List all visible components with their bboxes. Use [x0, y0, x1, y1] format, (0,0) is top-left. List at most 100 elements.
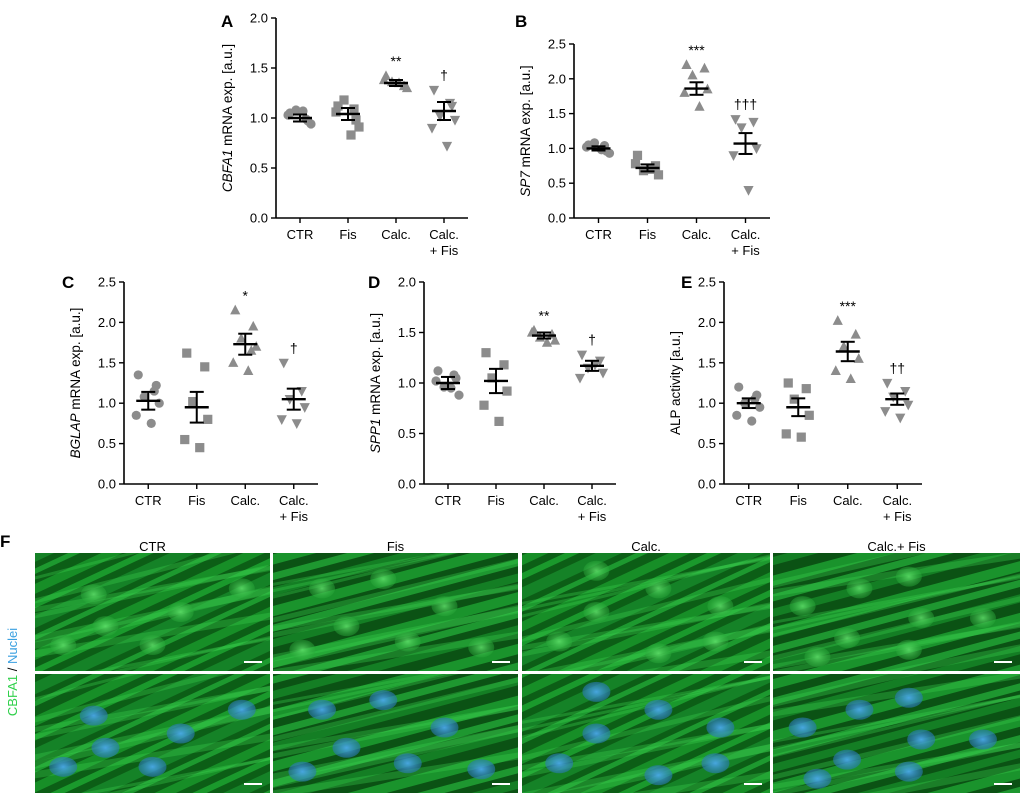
data-point	[734, 382, 744, 392]
data-point	[251, 341, 262, 351]
data-point	[549, 334, 561, 345]
y-tick-label: 0.5	[98, 436, 116, 451]
y-axis-label: SP7 mRNA exp. [a.u.]	[518, 65, 533, 196]
y-axis-label: CBFA1 mRNA exp. [a.u.]	[220, 44, 235, 192]
y-tick-label: 0.0	[98, 477, 116, 492]
data-point	[346, 130, 356, 140]
y-tick-label: 2.0	[548, 71, 566, 86]
data-point	[679, 87, 690, 97]
data-point	[650, 161, 661, 171]
x-tick-label: CTR	[287, 227, 314, 242]
x-tick-label: Calc.	[882, 493, 912, 508]
data-point	[433, 366, 443, 376]
data-point	[796, 432, 806, 442]
x-tick-label: + Fis	[883, 509, 912, 524]
y-tick-label: 2.5	[98, 275, 116, 290]
data-point	[230, 304, 241, 315]
data-point	[594, 356, 606, 367]
data-point	[681, 59, 692, 69]
data-point	[494, 416, 504, 426]
data-point	[743, 186, 754, 196]
data-point	[604, 148, 615, 158]
chart-A: A 0.0 0.5 1.0 1.5 2.0 CBFA1 mRNA exp. [a.u.] CT…	[220, 11, 468, 258]
data-point	[479, 400, 489, 410]
data-point	[487, 373, 497, 383]
significance-marker: †	[290, 340, 298, 356]
y-tick-label: 1.5	[98, 355, 116, 370]
data-point	[228, 357, 239, 367]
data-point	[888, 392, 899, 403]
y-tick-label: 2.0	[398, 275, 416, 290]
y-tick-label: 0.5	[398, 426, 416, 441]
data-point	[728, 151, 739, 161]
data-point	[541, 337, 553, 347]
x-tick-label: Calc.	[577, 493, 607, 508]
data-point	[401, 82, 413, 93]
data-point	[736, 123, 747, 134]
data-point	[236, 332, 247, 343]
y-tick-label: 0.0	[398, 477, 416, 492]
x-tick-label: CTR	[435, 493, 462, 508]
y-axis-label: BGLAP mRNA exp. [a.u.]	[68, 308, 83, 459]
data-point	[900, 386, 911, 397]
y-tick-label: 0.5	[548, 176, 566, 191]
y-axis-label-unit: mRNA exp. [a.u.]	[368, 313, 383, 419]
data-point	[454, 390, 464, 400]
chart-C: C 0.0 0.5 1.0 1.5 2.0 2.5 BGLAP mRNA exp. [a.u.…	[62, 273, 318, 524]
data-point	[131, 410, 141, 420]
chart-B: B 0.0 0.5 1.0 1.5 2.0 2.5 SP7 mRNA exp. [a.u.] C…	[515, 12, 770, 258]
chart-D: D 0.0 0.5 1.0 1.5 2.0 SPP1 mRNA exp. [a.u.] CTR…	[368, 273, 616, 524]
x-tick-label: + Fis	[430, 243, 459, 258]
data-point	[200, 362, 210, 372]
significance-marker: *	[243, 287, 249, 303]
data-point	[630, 159, 641, 169]
y-tick-label: 1.5	[250, 61, 268, 76]
data-point	[502, 386, 512, 396]
data-point	[499, 360, 509, 370]
data-point	[526, 326, 538, 337]
data-point	[276, 415, 287, 425]
data-point	[354, 122, 364, 132]
data-point	[299, 403, 310, 413]
x-tick-label: Calc.	[833, 493, 863, 508]
data-point	[203, 414, 213, 424]
data-point	[801, 384, 811, 394]
y-axis-label-gene: SPP1	[368, 419, 383, 454]
data-point	[755, 402, 765, 412]
y-axis-label-gene: BGLAP	[68, 413, 83, 458]
panel-letter: E	[681, 273, 692, 292]
data-point	[783, 378, 793, 388]
x-tick-label: Fis	[790, 493, 808, 508]
data-point	[751, 144, 762, 154]
data-point	[195, 443, 205, 453]
y-tick-label: 1.0	[250, 111, 268, 126]
data-point	[243, 365, 254, 375]
y-axis-label-gene: SP7	[518, 171, 533, 197]
data-point	[653, 170, 664, 180]
x-tick-label: Calc.	[279, 493, 309, 508]
data-point	[687, 69, 698, 80]
data-point	[853, 353, 864, 363]
x-tick-label: + Fis	[279, 509, 308, 524]
y-tick-label: 1.5	[398, 325, 416, 340]
data-point	[331, 107, 341, 117]
y-axis-label-unit: ALP activity [a.u.]	[668, 331, 683, 435]
x-tick-label: CTR	[735, 493, 762, 508]
data-point	[845, 373, 856, 384]
y-tick-label: 0.5	[698, 436, 716, 451]
data-point	[748, 117, 759, 128]
significance-marker: †††	[734, 96, 757, 112]
data-point	[339, 95, 349, 105]
x-tick-label: CTR	[585, 227, 612, 242]
data-point	[694, 101, 705, 111]
x-tick-label: Calc.	[230, 493, 260, 508]
data-point	[747, 416, 757, 426]
data-point	[576, 350, 588, 361]
data-point	[581, 142, 592, 152]
chart-E: E 0.0 0.5 1.0 1.5 2.0 2.5 ALP activity [a.u.] CT…	[668, 273, 922, 524]
data-point	[880, 407, 891, 417]
significance-marker: **	[391, 53, 402, 69]
data-point	[248, 320, 259, 331]
data-point	[246, 345, 257, 355]
x-tick-label: CTR	[135, 493, 162, 508]
